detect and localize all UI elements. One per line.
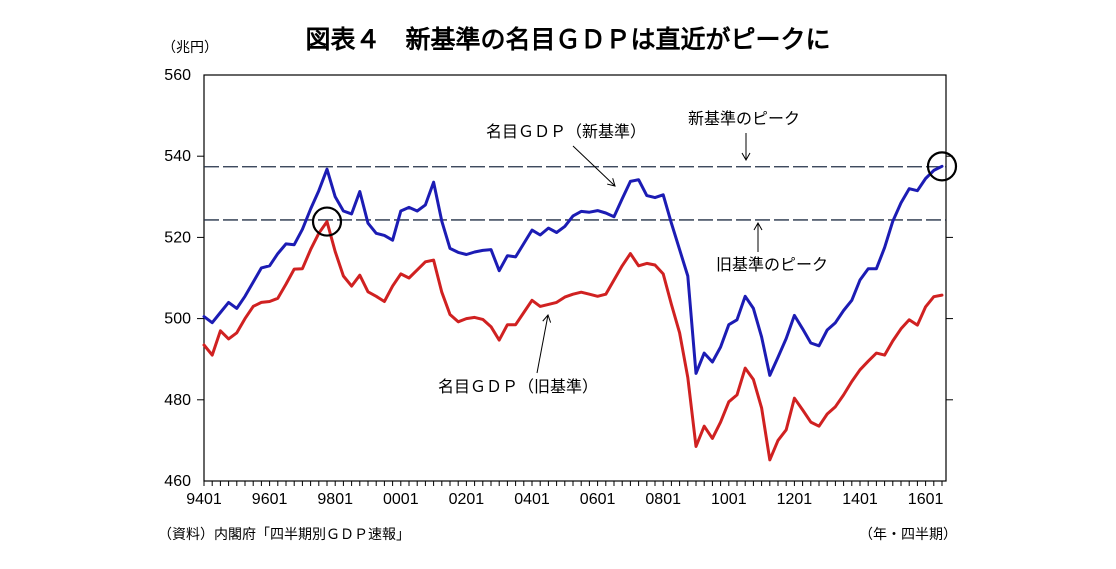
x-tick-label: 0601 xyxy=(580,491,616,508)
y-tick-label: 460 xyxy=(164,473,191,490)
x-tick-label: 0401 xyxy=(514,491,550,508)
peak-circle-markers xyxy=(311,151,958,237)
y-axis-labels: 460 480 500 520 540 560 xyxy=(164,67,191,490)
y-axis-ticks xyxy=(197,155,953,401)
gdp-line-series xyxy=(202,164,944,462)
x-tick-label: 0801 xyxy=(645,491,681,508)
old-peak-circle-marker xyxy=(311,206,343,237)
x-tick-label: 9801 xyxy=(317,491,353,508)
gdp-old-standard-line xyxy=(202,220,944,462)
x-axis-quarter-ticks xyxy=(203,481,943,486)
source-note: （資料）内閣府「四半期別ＧＤＰ速報」 xyxy=(158,526,410,542)
y-tick-label: 480 xyxy=(164,392,191,409)
new-peak-circle-marker xyxy=(926,151,958,182)
x-tick-label: 1601 xyxy=(908,491,944,508)
chart-title: 図表４ 新基準の名目ＧＤＰは直近がピークに xyxy=(305,25,830,54)
x-axis-labels: 9401 9601 9801 0001 0201 0401 0601 0801 1001 1201… xyxy=(186,491,943,508)
x-tick-label: 1401 xyxy=(842,491,878,508)
x-tick-label: 0201 xyxy=(449,491,485,508)
peak-reference-lines xyxy=(204,166,946,221)
annotation-old-peak-label: 旧基準のピーク xyxy=(716,256,828,274)
x-tick-label: 9601 xyxy=(252,491,288,508)
y-tick-label: 500 xyxy=(164,311,191,328)
annotation-gdp-new-arrow xyxy=(572,145,616,187)
annotation-gdp-new-label: 名目ＧＤＰ（新基準） xyxy=(486,123,646,141)
plot-border xyxy=(203,74,947,482)
x-tick-label: 1201 xyxy=(777,491,813,508)
gdp-new-standard-line xyxy=(202,164,944,377)
annotation-gdp-old-label: 名目ＧＤＰ（旧基準） xyxy=(438,378,598,396)
y-tick-label: 560 xyxy=(164,67,191,84)
annotation-gdp-old-arrow xyxy=(536,314,552,374)
annotation-new-peak-label: 新基準のピーク xyxy=(688,110,800,128)
y-axis-unit-label: （兆円） xyxy=(162,39,218,55)
x-axis-unit-label: （年・四半期） xyxy=(859,526,957,542)
x-tick-label: 1001 xyxy=(711,491,747,508)
x-tick-label: 9401 xyxy=(186,491,222,508)
y-tick-label: 540 xyxy=(164,148,191,165)
x-tick-label: 0001 xyxy=(383,491,419,508)
y-tick-label: 520 xyxy=(164,229,191,246)
